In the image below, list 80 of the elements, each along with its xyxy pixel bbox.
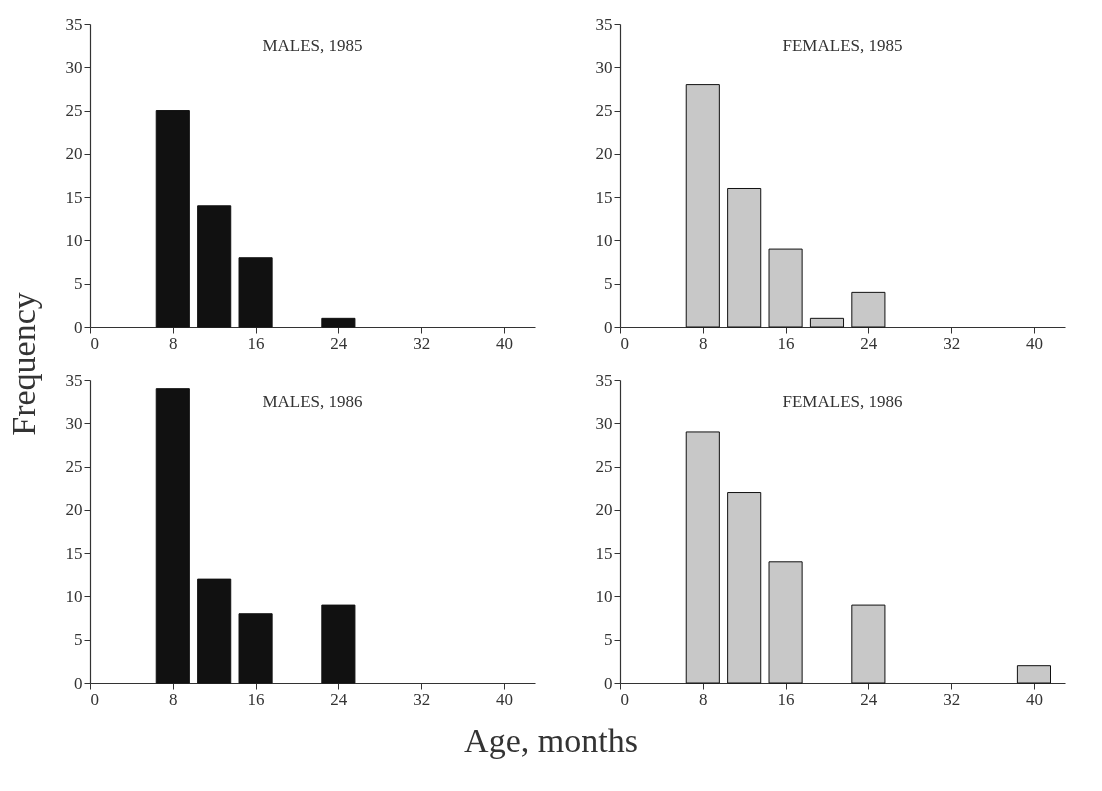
text: MALES, 1985	[262, 36, 363, 55]
x-tick-label: 16	[247, 333, 265, 353]
y-tick-label: 25	[595, 101, 613, 121]
bar	[197, 205, 232, 328]
x-tick-label: 16	[247, 689, 265, 709]
y-tick-label: 15	[65, 543, 83, 563]
bar	[321, 317, 356, 328]
x-tick-label: 8	[169, 333, 178, 353]
bar	[155, 388, 190, 684]
y-tick-label: 35	[595, 370, 613, 390]
y-tick-label: 0	[604, 317, 613, 337]
y-tick-label: 30	[65, 57, 83, 77]
bar	[851, 291, 886, 328]
x-tick-label: 24	[330, 333, 348, 353]
bar	[238, 257, 273, 328]
bar	[1016, 665, 1052, 684]
x-tick-label: 24	[860, 689, 878, 709]
text: FEMALES, 1986	[782, 392, 903, 411]
x-tick-label: 8	[169, 689, 178, 709]
x-tick-label: 16	[777, 333, 795, 353]
x-tick-label: 24	[860, 333, 878, 353]
x-tick-label: 40	[1025, 689, 1043, 709]
bar	[851, 604, 886, 684]
y-tick-label: 25	[65, 101, 83, 121]
x-axis-title: Age, months	[463, 722, 639, 760]
y-tick-label: 0	[604, 673, 613, 693]
bar	[685, 431, 720, 684]
x-tick-label: 32	[943, 333, 961, 353]
x-tick-label: 32	[413, 689, 431, 709]
text: MALES, 1986	[262, 392, 363, 411]
x-tick-label: 8	[699, 689, 708, 709]
y-tick-label: 10	[595, 586, 613, 606]
x-tick-label: 40	[1025, 333, 1043, 353]
y-tick-label: 5	[74, 630, 83, 650]
x-tick-label: 0	[90, 689, 99, 709]
y-tick-label: 35	[595, 14, 613, 34]
y-tick-label: 5	[604, 630, 613, 650]
y-tick-label: 5	[604, 274, 613, 294]
bar	[155, 110, 190, 328]
bar	[727, 187, 762, 328]
y-tick-label: 25	[595, 457, 613, 477]
y-tick-label: 0	[74, 673, 83, 693]
bar	[685, 84, 720, 328]
y-tick-label: 15	[595, 187, 613, 207]
y-tick-label: 20	[595, 500, 613, 520]
y-tick-label: 15	[595, 543, 613, 563]
bar	[768, 561, 803, 684]
y-tick-label: 20	[65, 144, 83, 164]
bar	[727, 492, 762, 684]
y-tick-label: 30	[595, 413, 613, 433]
x-tick-label: 40	[495, 333, 513, 353]
y-tick-label: 15	[65, 187, 83, 207]
bar	[238, 613, 273, 684]
y-tick-label: 20	[595, 144, 613, 164]
y-tick-label: 5	[74, 274, 83, 294]
x-tick-label: 0	[620, 689, 629, 709]
text: FEMALES, 1985	[782, 36, 903, 55]
x-tick-label: 40	[495, 689, 513, 709]
y-tick-label: 30	[65, 413, 83, 433]
bar	[768, 248, 803, 328]
y-tick-label: 30	[595, 57, 613, 77]
y-tick-label: 10	[65, 230, 83, 250]
y-tick-label: 20	[65, 500, 83, 520]
y-tick-label: 0	[74, 317, 83, 337]
y-tick-label: 10	[595, 230, 613, 250]
y-axis-title: Frequency	[4, 292, 43, 436]
bar	[321, 604, 356, 684]
bar	[809, 317, 845, 328]
y-tick-label: 35	[65, 370, 83, 390]
y-tick-label: 35	[65, 14, 83, 34]
x-tick-label: 0	[90, 333, 99, 353]
x-tick-label: 24	[330, 689, 348, 709]
x-tick-label: 32	[943, 689, 961, 709]
x-tick-label: 32	[413, 333, 431, 353]
x-tick-label: 16	[777, 689, 795, 709]
bar	[197, 578, 232, 684]
x-tick-label: 0	[620, 333, 629, 353]
y-tick-label: 10	[65, 586, 83, 606]
x-tick-label: 8	[699, 333, 708, 353]
y-tick-label: 25	[65, 457, 83, 477]
